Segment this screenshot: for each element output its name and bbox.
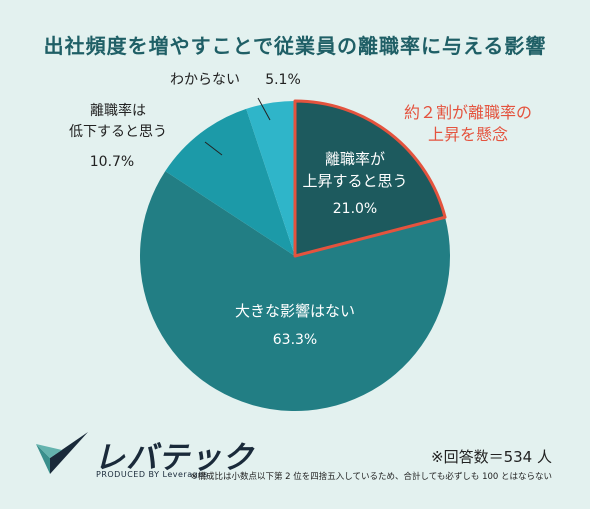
response-count: ※回答数＝534 人 — [431, 448, 552, 466]
slice-value: 21.0% — [333, 201, 377, 217]
pie-slice — [140, 171, 450, 412]
slice-label: 上昇すると思う — [302, 172, 407, 190]
logo-subtext: PRODUCED BY Leverages — [96, 470, 209, 479]
logo-mark-icon — [36, 432, 88, 474]
slice-label: 低下すると思う — [69, 124, 167, 140]
leader-line — [257, 97, 271, 121]
slice-label: わからない — [170, 72, 240, 88]
pie-slice — [165, 108, 295, 256]
logo-text: レバテック — [94, 440, 254, 476]
callout-text: 上昇を懸念 — [428, 125, 508, 144]
slice-label: 大きな影響はない — [235, 302, 355, 320]
pie-slice — [295, 101, 446, 256]
callout-text: 約２割が離職率の — [404, 103, 532, 122]
highlight-border — [293, 99, 447, 258]
slice-value: 10.7% — [90, 154, 134, 170]
chart-title: 出社頻度を増やすことで従業員の離職率に与える影響 — [43, 34, 547, 58]
slice-value: 5.1% — [265, 72, 301, 88]
brand-logo: レバテック PRODUCED BY Leverages — [32, 428, 253, 484]
footnote: ※構成比は小数点以下第 2 位を四捨五入しているため、合計しても必ずしも 100… — [190, 472, 552, 482]
slice-label: 離職率は — [90, 102, 146, 119]
leader-line — [204, 141, 223, 156]
pie-slice — [246, 101, 295, 256]
slice-label: 離職率が — [325, 150, 385, 168]
slice-value: 63.3% — [273, 332, 317, 348]
